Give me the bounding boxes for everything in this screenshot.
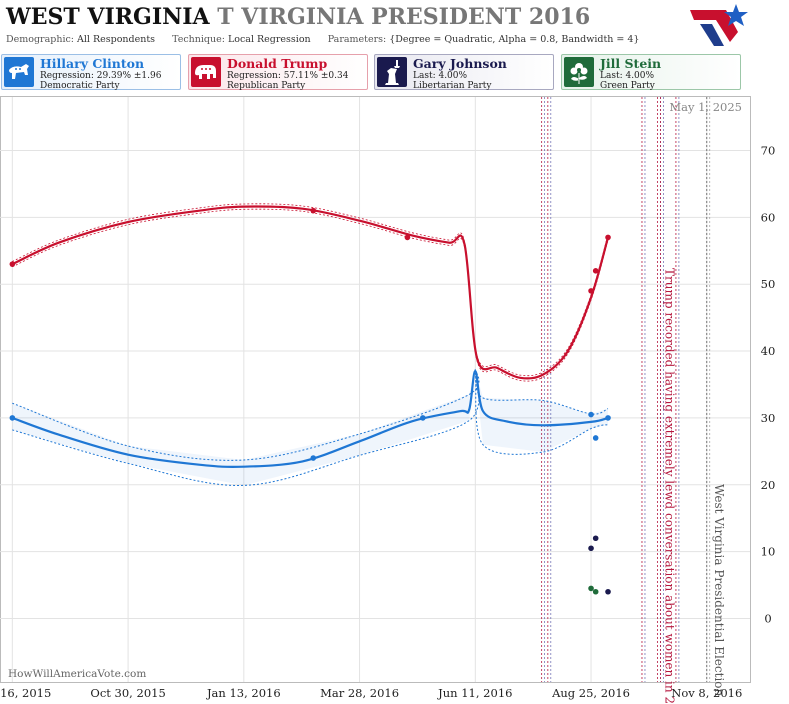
- x-tick-label: Jan 13, 2016: [206, 686, 281, 700]
- trump-regression-line: [11, 205, 610, 380]
- trump-band-upper: [12, 203, 609, 377]
- x-tick-label: Oct 30, 2015: [90, 686, 165, 700]
- trump-poll-point: [592, 268, 599, 274]
- y-tick-label: 50: [761, 277, 776, 291]
- candidate-party: Libertarian Party: [413, 81, 492, 91]
- candidate-name: Jill Stein: [600, 56, 662, 71]
- demographic-label: Demographic:: [6, 34, 75, 45]
- y-tick-label: 20: [761, 478, 776, 492]
- candidate-party: Republican Party: [227, 81, 306, 91]
- clinton-regression-line: [11, 369, 609, 469]
- y-tick-label: 40: [761, 344, 776, 358]
- x-tick-label: Mar 28, 2016: [320, 686, 399, 700]
- event-label: West Virginia Presidential Election: [712, 484, 726, 697]
- y-tick-label: 0: [764, 611, 771, 625]
- x-tick-label: Jun 11, 2016: [437, 686, 512, 700]
- demographic-value: All Respondents: [77, 34, 156, 45]
- candidate-name: Gary Johnson: [413, 56, 507, 71]
- y-tick-label: 70: [761, 143, 776, 157]
- clinton-band-lower: [12, 373, 609, 486]
- candidate-party: Democratic Party: [40, 81, 120, 91]
- trump-poll-point: [605, 234, 611, 241]
- clinton-poll-point: [588, 411, 594, 418]
- johnson-poll-point: [605, 588, 611, 595]
- trump-poll-point: [404, 234, 411, 241]
- clinton-poll-point: [605, 415, 611, 421]
- candidate-regression: Regression: 29.39% ±1.96: [40, 71, 162, 81]
- site-logo-icon[interactable]: [686, 2, 750, 48]
- candidate-name: Hillary Clinton: [40, 56, 145, 71]
- watermark: HowWillAmericaVote.com: [8, 668, 147, 680]
- event-label: Trump recorded having extremely lewd con…: [662, 268, 676, 704]
- parameters-value: {Degree = Quadratic, Alpha = 0.8, Bandwi…: [389, 34, 640, 45]
- technique-label: Technique:: [172, 34, 225, 45]
- clinton-confidence-band: [12, 369, 609, 486]
- chart-title: WEST VIRGINIA T VIRGINIA PRESIDENT 2016: [6, 4, 590, 30]
- trump-poll-point: [588, 288, 594, 294]
- flower-icon: [564, 57, 594, 87]
- x-tick-label: Nov 8, 2016: [671, 686, 742, 700]
- as-of-date-label: May 1, 2025: [669, 100, 742, 114]
- candidate-regression: Regression: 57.11% ±0.34: [227, 71, 349, 81]
- donkey-icon: [4, 57, 34, 87]
- johnson-poll-point: [592, 535, 599, 542]
- candidate-card-stein[interactable]: Jill Stein Last: 4.00% Green Party: [561, 54, 741, 91]
- x-tick-label: Aug 25, 2016: [551, 686, 630, 700]
- title-race: T VIRGINIA PRESIDENT 2016: [217, 4, 591, 30]
- clinton-poll-point: [9, 415, 16, 421]
- candidate-last: Last: 4.00%: [413, 71, 468, 81]
- y-tick-label: 60: [761, 210, 776, 224]
- plot-area: [0, 96, 751, 683]
- elephant-icon: [191, 57, 221, 87]
- trump-poll-point: [9, 261, 16, 267]
- clinton-band-upper: [12, 369, 609, 461]
- trump-poll-point: [310, 207, 317, 214]
- title-state: WEST VIRGINIA: [6, 4, 210, 30]
- stein-poll-point: [588, 585, 594, 592]
- candidate-party: Green Party: [600, 81, 655, 91]
- y-tick-label: 30: [761, 411, 776, 425]
- trump-band-lower: [12, 208, 609, 382]
- stein-poll-point: [592, 588, 599, 595]
- y-tick-label: 10: [761, 545, 776, 559]
- candidate-card-clinton[interactable]: Hillary Clinton Regression: 29.39% ±1.96…: [1, 54, 181, 91]
- candidate-last: Last: 4.00%: [600, 71, 655, 81]
- johnson-poll-point: [588, 545, 594, 552]
- candidate-name: Donald Trump: [227, 56, 328, 71]
- clinton-poll-point: [592, 435, 599, 441]
- technique-value: Local Regression: [227, 34, 311, 45]
- candidate-card-johnson[interactable]: Gary Johnson Last: 4.00% Libertarian Par…: [374, 54, 554, 91]
- parameters-line: Demographic: All Respondents Technique: Lo…: [6, 34, 653, 45]
- x-tick-label: Aug 16, 2015: [0, 686, 51, 700]
- liberty-icon: [377, 57, 407, 87]
- clinton-poll-point: [310, 455, 317, 461]
- parameters-label: Parameters:: [327, 34, 387, 45]
- clinton-poll-point: [420, 415, 426, 421]
- candidate-card-trump[interactable]: Donald Trump Regression: 57.11% ±0.34 Re…: [188, 54, 368, 91]
